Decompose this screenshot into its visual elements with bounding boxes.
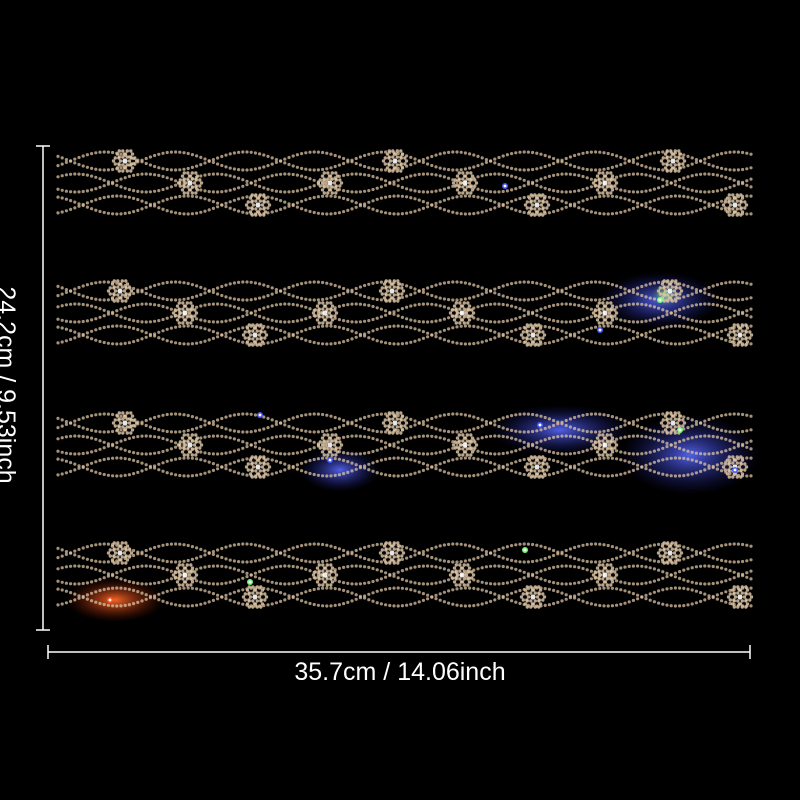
rhinestone-flower (311, 301, 339, 325)
rhinestone-flower (523, 455, 551, 479)
rhinestone-flower (378, 279, 406, 303)
rhinestone-strip (56, 411, 753, 479)
rhinestone-flower (244, 193, 272, 217)
rhinestone-flower (111, 411, 139, 435)
sparkle-highlight (677, 427, 683, 433)
sparkle-highlight (327, 457, 333, 463)
rhinestone-flower (451, 433, 479, 457)
rhinestone-flower (448, 563, 476, 587)
rhinestone-flower (591, 563, 619, 587)
height-dimension-line (36, 145, 50, 631)
rhinestone-flower (106, 279, 134, 303)
rhinestone-flower (171, 563, 199, 587)
rhinestone-flower (106, 541, 134, 565)
rhinestone-flower (451, 171, 479, 195)
rhinestone-flower (176, 433, 204, 457)
rhinestone-flower (591, 171, 619, 195)
rhinestone-flower (659, 149, 687, 173)
rhinestone-flower (656, 541, 684, 565)
rhinestone-flower (381, 149, 409, 173)
rhinestone-flower (591, 301, 619, 325)
rhinestone-flower (171, 301, 199, 325)
rhinestone-flower (726, 585, 754, 609)
sparkle-highlight (502, 183, 508, 189)
rhinestone-flower (656, 279, 684, 303)
rhinestone-flower (381, 411, 409, 435)
sparkle-highlight (257, 412, 263, 418)
width-dimension-line (47, 645, 751, 659)
rhinestone-flower (519, 323, 547, 347)
rhinestone-flower (241, 323, 269, 347)
rhinestone-flower (244, 455, 272, 479)
sparkle-highlight (537, 422, 543, 428)
rhinestone-flower (721, 193, 749, 217)
rhinestone-flower (448, 301, 476, 325)
sparkle-highlight (657, 297, 663, 303)
rhinestone-flower (111, 149, 139, 173)
rhinestone-flower (591, 433, 619, 457)
rhinestone-flower (378, 541, 406, 565)
rhinestone-flower (176, 171, 204, 195)
sparkle-highlight (107, 597, 113, 603)
sparkle-highlight (522, 547, 528, 553)
rhinestone-flower (241, 585, 269, 609)
rhinestone-flower (523, 193, 551, 217)
rhinestone-flower (311, 563, 339, 587)
sparkle-highlight (732, 467, 738, 473)
rhinestone-strip (56, 149, 753, 217)
rhinestone-flower (519, 585, 547, 609)
rhinestone-flower (316, 433, 344, 457)
sparkle-highlight (247, 579, 253, 585)
rhinestone-strip (56, 541, 754, 609)
width-dimension-label: 35.7cm / 14.06inch (294, 658, 506, 686)
rhinestone-flower (316, 171, 344, 195)
rhinestone-flower (726, 323, 754, 347)
rhinestone-flower (721, 455, 749, 479)
sparkle-highlight (597, 327, 603, 333)
rhinestone-strip (56, 279, 754, 347)
height-dimension-label: 24.2cm / 9.53inch (0, 286, 20, 484)
